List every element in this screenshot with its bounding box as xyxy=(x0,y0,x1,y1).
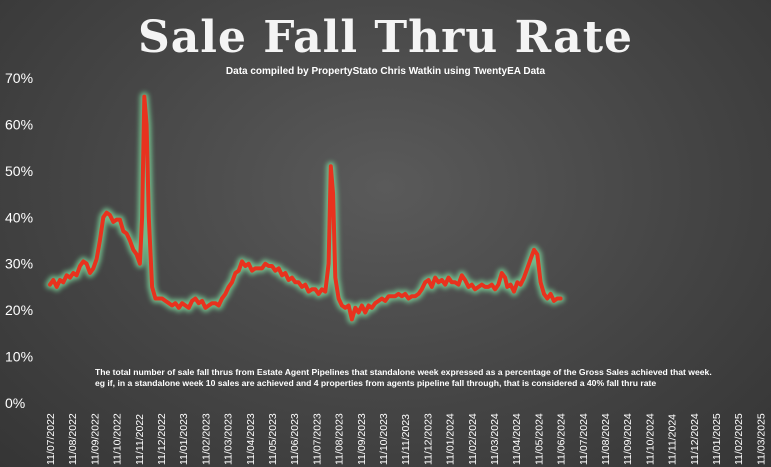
x-tick-label: 11/06/2023 xyxy=(289,413,301,465)
x-tick-label: 11/02/2025 xyxy=(733,413,745,465)
chart-title: Sale Fall Thru Rate xyxy=(137,12,634,63)
x-tick-label: 11/01/2024 xyxy=(445,413,457,465)
x-tick-label: 11/03/2025 xyxy=(755,413,767,465)
x-tick-label: 11/04/2024 xyxy=(511,413,523,465)
note-line-2: eg if, in a standalone week 10 sales are… xyxy=(95,378,657,388)
chart-note: The total number of sale fall thrus from… xyxy=(95,367,755,389)
x-tick-label: 11/07/2024 xyxy=(578,413,590,465)
x-tick-label: 11/08/2024 xyxy=(600,413,612,465)
y-tick-label: 70% xyxy=(5,70,33,86)
x-tick-label: 11/02/2024 xyxy=(467,413,479,465)
note-line-1: The total number of sale fall thrus from… xyxy=(95,367,712,377)
x-tick-label: 11/07/2023 xyxy=(311,413,323,465)
x-tick-label: 11/01/2023 xyxy=(178,413,190,465)
y-tick-label: 40% xyxy=(5,209,33,225)
x-tick-label: 11/06/2024 xyxy=(556,413,568,465)
x-tick-label: 11/08/2023 xyxy=(334,413,346,465)
x-tick-label: 11/05/2024 xyxy=(533,413,545,465)
x-tick-label: 11/10/2023 xyxy=(378,413,390,465)
x-axis: 11/07/2022 11/08/2022 11/09/2022 11/10/2022… xyxy=(45,413,767,465)
y-axis: 0% 10% 20% 30% 40% 50% 60% 70% xyxy=(5,70,33,411)
x-tick-label: 11/12/2024 xyxy=(689,413,701,465)
series-group xyxy=(45,92,566,324)
x-tick-label: 11/12/2023 xyxy=(422,413,434,465)
x-tick-label: 11/11/2023 xyxy=(400,414,412,465)
y-tick-label: 60% xyxy=(5,116,33,132)
series-line xyxy=(48,94,563,322)
y-tick-label: 50% xyxy=(5,163,33,179)
x-tick-label: 11/02/2023 xyxy=(200,413,212,465)
x-tick-label: 11/08/2022 xyxy=(67,413,79,465)
y-tick-label: 30% xyxy=(5,256,33,272)
x-tick-label: 11/05/2023 xyxy=(267,413,279,465)
x-tick-label: 11/12/2022 xyxy=(156,413,168,465)
x-tick-label: 11/09/2022 xyxy=(89,413,101,465)
x-tick-label: 11/01/2025 xyxy=(711,413,723,465)
x-tick-label: 11/03/2024 xyxy=(489,413,501,465)
x-tick-label: 11/09/2024 xyxy=(622,413,634,465)
x-tick-label: 11/10/2022 xyxy=(112,413,124,465)
x-tick-label: 11/03/2023 xyxy=(223,413,235,465)
chart-subtitle: Data compiled by PropertyStato Chris Wat… xyxy=(225,66,546,77)
y-tick-label: 20% xyxy=(5,302,33,318)
x-tick-label: 11/11/2022 xyxy=(134,414,146,465)
x-tick-label: 11/09/2023 xyxy=(356,413,368,465)
x-tick-label: 11/04/2023 xyxy=(245,413,257,465)
x-tick-label: 11/11/2024 xyxy=(667,414,679,465)
x-tick-label: 11/07/2022 xyxy=(45,413,57,465)
x-tick-label: 11/10/2024 xyxy=(644,413,656,465)
y-tick-label: 10% xyxy=(5,349,33,365)
y-tick-label: 0% xyxy=(5,395,25,411)
